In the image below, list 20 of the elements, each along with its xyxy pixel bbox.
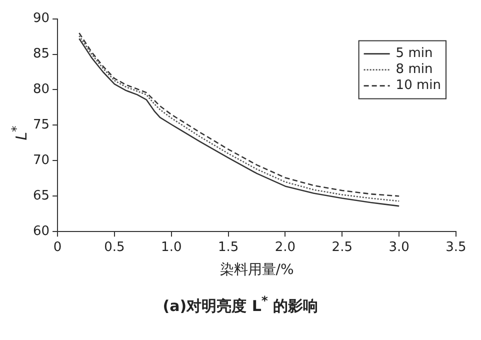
y-tick-label: 85 [32,46,50,62]
legend-label: 5 min [396,46,433,62]
x-tick-label: 1.5 [218,240,239,255]
y-tick-label: 60 [32,224,50,239]
legend-label: 8 min [396,62,433,78]
x-tick-label: 1.0 [161,240,182,255]
x-tick-label: 2.5 [332,240,352,255]
y-tick-label: 75 [32,118,50,133]
x-tick-label: 3.5 [446,240,466,255]
y-tick-label: 65 [32,188,50,204]
x-tick-label: 2.0 [274,240,296,255]
x-tick-label: 0.5 [104,240,125,255]
x-tick-label: 3.0 [388,240,410,255]
x-tick-label: 0 [53,240,62,255]
x-axis-title: 染料用量/% [220,262,294,278]
y-tick-label: 80 [32,82,50,98]
y-tick-label: 70 [32,153,50,168]
text: (a)对明亮度 L$^{*}$ 的影响 [162,293,320,316]
legend-label: 10 min [396,78,442,94]
y-tick-label: 90 [32,11,50,26]
